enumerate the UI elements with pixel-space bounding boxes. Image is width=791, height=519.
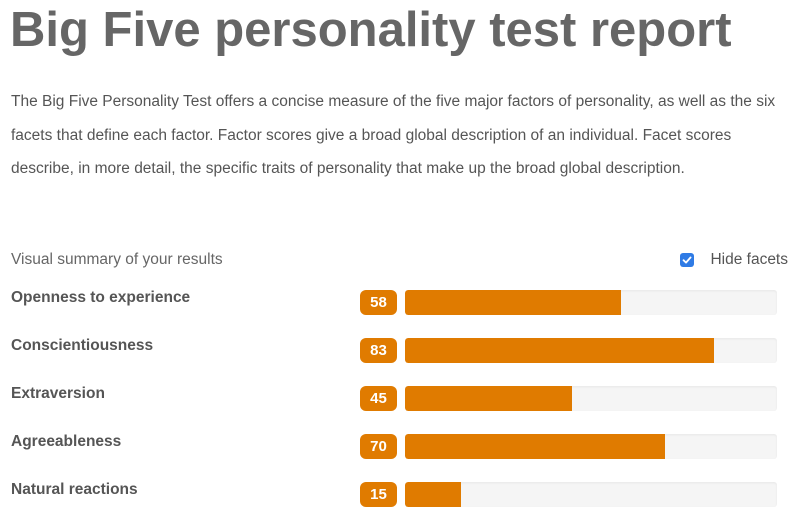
- score-badge: 83: [360, 338, 397, 363]
- factor-name: Extraversion: [11, 385, 105, 402]
- score-bar-track: [405, 338, 777, 363]
- factor-row-agreeableness: Agreeableness 70: [0, 431, 791, 461]
- factor-row-openness: Openness to experience 58: [0, 287, 791, 317]
- hide-facets-checkbox[interactable]: [680, 253, 695, 267]
- factor-name: Conscientiousness: [11, 337, 154, 354]
- score-badge: 58: [360, 290, 397, 315]
- score-bar-fill: [405, 290, 621, 315]
- score-bar-fill: [405, 434, 666, 459]
- intro-paragraph: The Big Five Personality Test offers a c…: [11, 93, 776, 178]
- score-bar-fill: [405, 386, 573, 411]
- score-bar-fill: [405, 482, 461, 507]
- factor-name: Agreeableness: [11, 433, 122, 450]
- factor-name: Openness to experience: [11, 289, 191, 306]
- score-badge: 70: [360, 434, 397, 459]
- factor-row-extraversion: Extraversion 45: [0, 383, 791, 413]
- hide-facets-label: Hide facets: [710, 251, 788, 268]
- score-badge: 45: [360, 386, 397, 411]
- summary-label: Visual summary of your results: [11, 251, 223, 268]
- score-bar-fill: [405, 338, 714, 363]
- score-badge: 15: [360, 482, 397, 507]
- score-bar-track: [405, 290, 777, 315]
- page-title: Big Five personality test report: [10, 3, 732, 57]
- factor-name: Natural reactions: [11, 481, 138, 498]
- score-bar-track: [405, 482, 777, 507]
- factor-row-natural-reactions: Natural reactions 15: [0, 479, 791, 509]
- score-bar-track: [405, 386, 777, 411]
- factor-row-conscientiousness: Conscientiousness 83: [0, 335, 791, 365]
- score-bar-track: [405, 434, 777, 459]
- checkmark-icon: [683, 256, 692, 264]
- hide-facets-toggle[interactable]: Hide facets: [680, 251, 788, 269]
